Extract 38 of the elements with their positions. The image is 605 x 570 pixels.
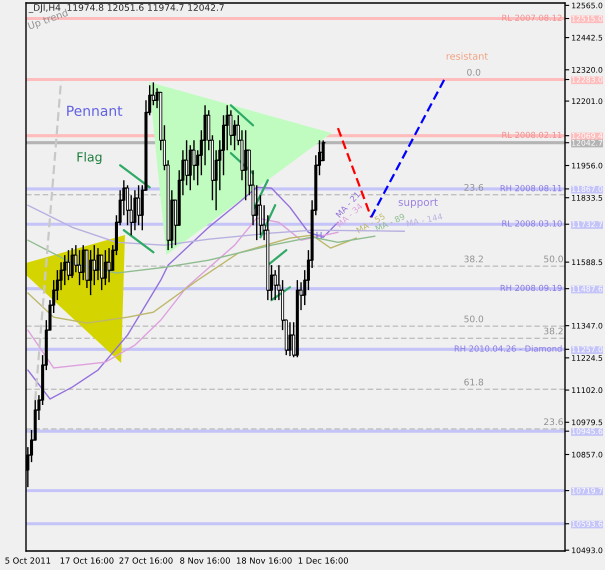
candlestick (136, 184, 141, 226)
x-tick-label: 18 Nov 16:00 (236, 557, 292, 564)
ref-line-label: RH 2008.08.11 (500, 185, 562, 192)
ref-line-label: RL 2007.08.12 (502, 14, 562, 21)
x-tick-label: 1 Dec 16:00 (298, 557, 348, 564)
candlestick (88, 249, 93, 296)
text: MA - 144 (406, 213, 443, 227)
candlestick (106, 247, 112, 283)
annotation: 61.8 (464, 378, 484, 386)
annotation: Flag (78, 152, 102, 164)
annotation: support (398, 198, 438, 208)
candlestick (66, 249, 71, 281)
x-tick-label: 17 Oct 16:00 (60, 557, 114, 564)
ref-line-label: RL 2008.02.11 (502, 132, 562, 138)
candlestick (62, 254, 68, 286)
x-tick-label: 27 Oct 16:00 (119, 557, 173, 564)
x-tick-label: 8 Nov 16:00 (180, 557, 230, 564)
ref-line-label: RL 2008.03.10 (502, 220, 562, 227)
annotation: 50.0 (544, 256, 563, 262)
annotation: Pennant (67, 106, 122, 116)
candlestick (294, 279, 300, 358)
annotation: resistant (446, 52, 488, 60)
candlestick (288, 322, 292, 357)
candlestick (103, 249, 108, 286)
ref-line-label: RH 2010.04.26 - Diamond (454, 345, 562, 352)
candlestick (188, 144, 193, 191)
candlestick (272, 269, 278, 301)
annotation: 50.0 (464, 316, 484, 322)
annotation: 38.2 (464, 256, 483, 262)
x-tick-label: 5 Oct 2011 (5, 557, 50, 564)
annotation: 23.6 (544, 418, 563, 426)
candlestick (70, 247, 75, 279)
annotation: 23.6 (464, 184, 484, 191)
annotation: 38.2 (544, 328, 563, 334)
annotation: 0.0 (467, 68, 480, 76)
candlestick (243, 130, 248, 201)
candlestick (77, 249, 82, 286)
ref-line-label: RH 2008.09.19 (500, 284, 562, 292)
